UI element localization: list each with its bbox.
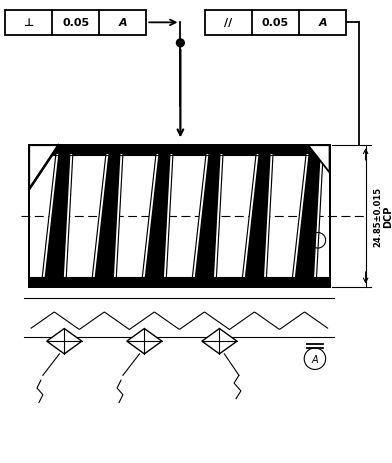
Polygon shape: [244, 156, 272, 277]
Text: A: A: [312, 354, 318, 364]
Polygon shape: [202, 329, 237, 354]
Polygon shape: [294, 156, 321, 277]
Polygon shape: [44, 156, 71, 277]
Polygon shape: [308, 146, 330, 173]
Text: //: //: [224, 19, 232, 28]
Polygon shape: [94, 156, 122, 277]
Polygon shape: [47, 329, 82, 354]
Text: 0.05: 0.05: [262, 19, 289, 28]
Text: A: A: [118, 19, 127, 28]
Text: 0.05: 0.05: [62, 19, 89, 28]
Bar: [29, 277, 330, 287]
Polygon shape: [29, 146, 58, 190]
Text: A: A: [158, 196, 165, 205]
Polygon shape: [144, 156, 171, 277]
Bar: [5, 11, 146, 36]
Text: A: A: [318, 19, 327, 28]
Polygon shape: [194, 156, 221, 277]
Polygon shape: [127, 329, 162, 354]
Circle shape: [176, 40, 184, 48]
Text: DCP: DCP: [383, 205, 392, 228]
Text: A: A: [206, 196, 212, 205]
Bar: [29, 146, 330, 156]
Text: ⊥: ⊥: [24, 19, 33, 28]
Text: 24.85±0.015: 24.85±0.015: [374, 187, 383, 246]
Bar: [205, 11, 346, 36]
